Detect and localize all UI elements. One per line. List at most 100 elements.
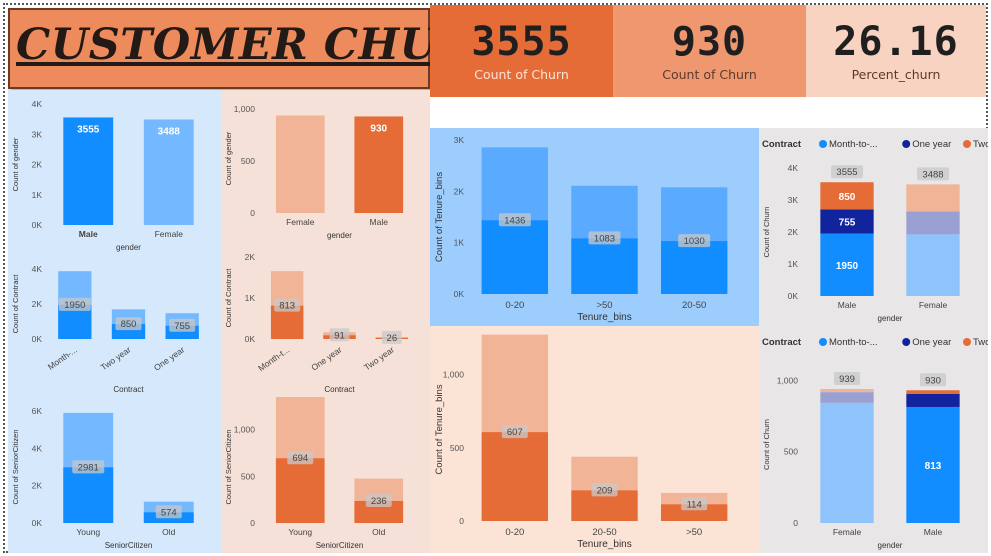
x-axis-label: Contract (113, 385, 144, 394)
total-label-0: 3555 (836, 167, 857, 178)
kpi-label: Count of Churn (662, 67, 757, 82)
data-label-1-bg (115, 317, 142, 331)
data-label-1-bg (329, 328, 350, 342)
x-axis-label: Contract (324, 385, 355, 394)
kpi-value: 930 (671, 19, 748, 65)
chart-senior-churn[interactable]: 0 500 1,000 Count of SeniorCitizen SeniorCit… (221, 397, 430, 553)
x-tick-label: Male (924, 527, 943, 537)
legend-item-1: One year (912, 337, 951, 348)
y-tick-label: 3K (32, 129, 43, 139)
data-label-1: 574 (161, 507, 177, 518)
x-tick-label: Male (370, 217, 389, 227)
chart-tenure-all[interactable]: 0K 1K 2K 3K Count of Tenure_bins Tenure_bins 1… (430, 128, 759, 326)
data-label-1-bg (155, 505, 182, 519)
kpi-value: 26.16 (833, 19, 959, 65)
chart-contract-gender-all[interactable]: Contract Month-to-... One year Two year 0K 1K… (759, 128, 988, 326)
bar-fill-2 (660, 504, 728, 521)
legend-dot-0 (819, 338, 827, 346)
y-axis-label: Count of Churn (762, 207, 771, 258)
data-label-0: 1436 (504, 215, 525, 226)
data-label-0: 607 (507, 427, 523, 438)
y-tick-label: 2K (32, 299, 43, 309)
y-tick-label: 0K (32, 518, 43, 528)
bar-fill-0 (63, 467, 114, 523)
x-tick-label: Old (372, 527, 386, 537)
legend-title: Contract (762, 139, 802, 150)
legend-dot-2 (963, 140, 971, 148)
x-tick-label: 0-20 (505, 300, 524, 311)
legend-dot-0 (819, 140, 827, 148)
x-tick-label: Male (79, 229, 98, 239)
chart-contract-gender-churn[interactable]: Contract Month-to-... One year Two year 0 500… (759, 326, 988, 553)
chart-gender-all[interactable]: 0K 1K 2K 3K 4K Count of gender gender 3555 Male 3… (8, 90, 221, 255)
y-tick-label: 500 (784, 447, 798, 457)
y-tick-label: 4K (32, 99, 43, 109)
x-tick-label: Two year (362, 344, 396, 372)
x-tick-label: Old (162, 527, 176, 537)
data-label-2-bg (681, 497, 708, 511)
stack-seg-0-1 (820, 392, 874, 403)
y-axis-label: Count of SeniorCitizen (11, 429, 20, 504)
x-tick-label: 0-20 (505, 527, 524, 538)
data-label-2-bg (678, 234, 711, 248)
y-tick-label: 2K (788, 227, 799, 237)
y-tick-label: 1K (788, 259, 799, 269)
chart-contract-all[interactable]: 0K 2K 4K Count of Contract Contract 1950 Month… (8, 255, 221, 397)
x-tick-label: Male (838, 300, 857, 310)
chart-svg: 0K 1K 2K Count of Contract Contract 813 Month-… (224, 252, 409, 394)
kpi-label: Count of Churn (474, 67, 569, 82)
data-label-0-bg (274, 298, 301, 312)
y-axis-label: Count of Contract (224, 268, 233, 328)
x-tick-label: >50 (686, 527, 702, 538)
x-tick-label: 20-50 (592, 527, 616, 538)
chart-contract-churn[interactable]: 0K 1K 2K Count of Contract Contract 813 Month-… (221, 243, 430, 397)
y-tick-label: 3K (454, 135, 465, 145)
kpi-card-churn-count-yes[interactable]: 930 Count of Churn (613, 5, 806, 97)
total-label-1-bg (917, 167, 949, 181)
chart-tenure-churn[interactable]: 0 500 1,000 Count of Tenure_bins Tenure_bins… (430, 326, 759, 553)
seg-label-0-2: 850 (839, 192, 856, 203)
stack-seg-1-1 (906, 211, 960, 235)
kpi-card-percent-churn[interactable]: 26.16 Percent_churn (806, 5, 986, 97)
chart-gender-churn[interactable]: 0 500 1,000 Count of gender gender Female 930 M… (221, 90, 430, 243)
legend-item-2: Two year (973, 139, 988, 150)
seg-label-1-0: 813 (925, 461, 942, 472)
data-label-2: 26 (387, 333, 398, 344)
bar-0 (63, 117, 114, 225)
chart-senior-all[interactable]: 0K 2K 4K 6K Count of SeniorCitizen SeniorCiti… (8, 397, 221, 553)
chart-svg: 0K 1K 2K 3K Count of Tenure_bins Tenure_bins 1… (434, 135, 728, 323)
y-tick-label: 1K (245, 293, 256, 303)
data-label-0-bg (72, 460, 105, 474)
y-axis-label: Count of gender (11, 137, 20, 191)
data-label-0-bg (501, 425, 528, 439)
x-tick-label: >50 (596, 300, 612, 311)
kpi-card-churn-count[interactable]: 3555 Count of Churn (430, 5, 613, 97)
data-label-0-bg (287, 451, 314, 465)
total-label-1: 3488 (922, 169, 943, 180)
data-label-1: 930 (370, 123, 387, 134)
y-tick-label: 500 (241, 471, 255, 481)
data-label-1: 236 (371, 496, 387, 507)
data-label-0-bg (498, 213, 531, 227)
legend-title: Contract (762, 337, 802, 348)
y-axis-label: Count of gender (224, 131, 233, 185)
legend-dot-2 (963, 338, 971, 346)
y-tick-label: 3K (788, 195, 799, 205)
stack-seg-0-2 (820, 182, 874, 210)
y-tick-label: 2K (245, 252, 256, 262)
data-label-2-bg (169, 318, 196, 332)
y-tick-label: 500 (241, 156, 255, 166)
bar-1 (143, 119, 194, 225)
legend-dot-1 (902, 338, 911, 346)
chart-svg: Contract Month-to-... One year Two year 0K 1K… (762, 139, 988, 323)
x-tick-label: Female (919, 300, 948, 310)
y-tick-label: 1K (32, 190, 43, 200)
chart-svg: 0 500 1,000 Count of Tenure_bins Tenure_bins… (434, 334, 728, 550)
y-axis-label: Count of SeniorCitizen (224, 429, 233, 504)
y-tick-label: 0K (788, 291, 799, 301)
legend-item-0: Month-to-... (829, 337, 878, 348)
data-label-0: 1950 (64, 300, 85, 311)
bar-fill-0 (481, 432, 549, 521)
chart-svg: 0K 1K 2K 3K 4K Count of gender gender 3555 Male 3… (11, 99, 194, 252)
y-tick-label: 0 (793, 518, 798, 528)
